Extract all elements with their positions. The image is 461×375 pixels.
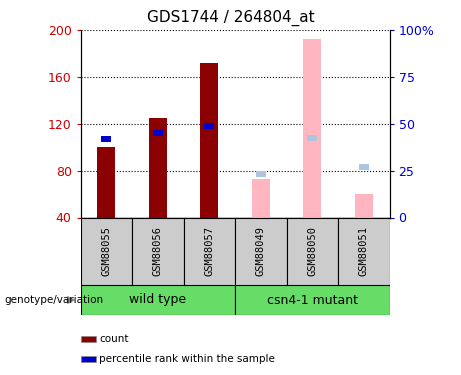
Bar [81,336,96,342]
Text: GSM88055: GSM88055 [101,226,112,276]
Text: GDS1744 / 264804_at: GDS1744 / 264804_at [147,9,314,26]
Text: GSM88057: GSM88057 [204,226,214,276]
Bar [235,217,287,285]
Bar [97,147,115,218]
Bar [81,356,96,362]
Bar [132,217,183,285]
Bar [355,194,373,217]
Text: count: count [99,334,129,344]
Bar [256,171,266,177]
Bar [81,285,235,315]
Bar [153,130,163,136]
Bar [81,217,132,285]
Bar [287,217,338,285]
Text: GSM88056: GSM88056 [153,226,163,276]
Text: genotype/variation: genotype/variation [5,295,104,305]
Bar [303,39,321,218]
Text: wild type: wild type [130,294,186,306]
Text: GSM88051: GSM88051 [359,226,369,276]
Bar [204,123,214,129]
Bar [101,136,112,142]
Bar [359,164,369,170]
Bar [149,118,167,218]
Bar [235,285,390,315]
Bar [338,217,390,285]
Bar [307,135,317,141]
Text: csn4-1 mutant: csn4-1 mutant [267,294,358,306]
Bar [252,179,270,218]
Text: percentile rank within the sample: percentile rank within the sample [99,354,275,364]
Text: GSM88049: GSM88049 [256,226,266,276]
Bar [201,63,219,217]
Text: GSM88050: GSM88050 [307,226,317,276]
Bar [183,217,235,285]
